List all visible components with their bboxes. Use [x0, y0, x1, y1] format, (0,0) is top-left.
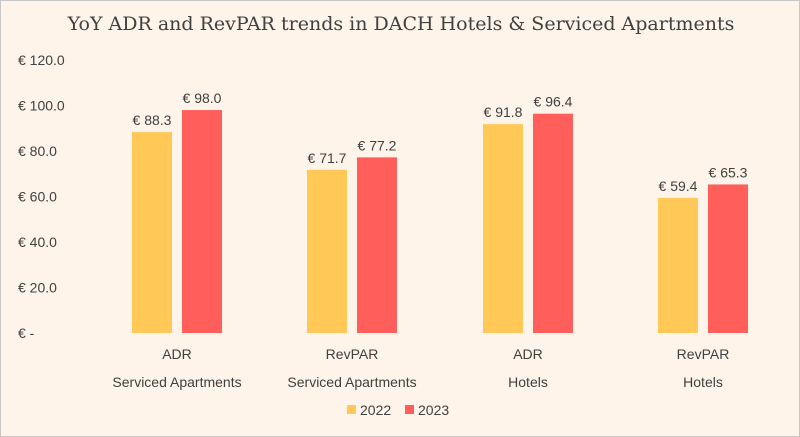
x-tick-label: ADR: [162, 346, 192, 362]
bar-2023: [357, 157, 397, 333]
bar-2022: [658, 197, 698, 333]
bar-2023: [182, 110, 222, 333]
data-label: € 59.4: [659, 178, 698, 194]
bar-2022: [483, 124, 523, 333]
legend-label: 2023: [418, 402, 449, 418]
bar-2022: [132, 132, 172, 333]
x-tick-label: RevPAR: [326, 346, 379, 362]
x-tick-label: ADR: [513, 346, 543, 362]
data-label: € 71.7: [308, 150, 347, 166]
chart-title: YoY ADR and RevPAR trends in DACH Hotels…: [67, 13, 735, 35]
legend-swatch-2022: [347, 405, 356, 414]
data-label: € 88.3: [133, 112, 172, 128]
x-tick-label: Hotels: [683, 374, 723, 390]
x-tick-label: Serviced Apartments: [287, 374, 416, 390]
data-label: € 98.0: [183, 90, 222, 106]
data-label: € 96.4: [534, 94, 573, 110]
y-tick-label: € 40.0: [18, 234, 57, 250]
y-tick-label: € 60.0: [18, 189, 57, 205]
bar-2023: [708, 184, 748, 333]
legend-swatch-2023: [405, 405, 414, 414]
y-tick-label: € -: [18, 325, 35, 341]
x-tick-label: Serviced Apartments: [112, 374, 241, 390]
y-tick-label: € 120.0: [18, 52, 65, 68]
y-tick-label: € 100.0: [18, 98, 65, 114]
bar-2022: [307, 169, 347, 333]
y-tick-label: € 20.0: [18, 280, 57, 296]
y-tick-label: € 80.0: [18, 143, 57, 159]
legend-label: 2022: [360, 402, 391, 418]
x-tick-label: RevPAR: [677, 346, 730, 362]
data-label: € 65.3: [709, 164, 748, 180]
data-label: € 91.8: [484, 104, 523, 120]
x-tick-label: Hotels: [508, 374, 548, 390]
bar-2023: [533, 113, 573, 333]
data-label: € 77.2: [358, 137, 397, 153]
